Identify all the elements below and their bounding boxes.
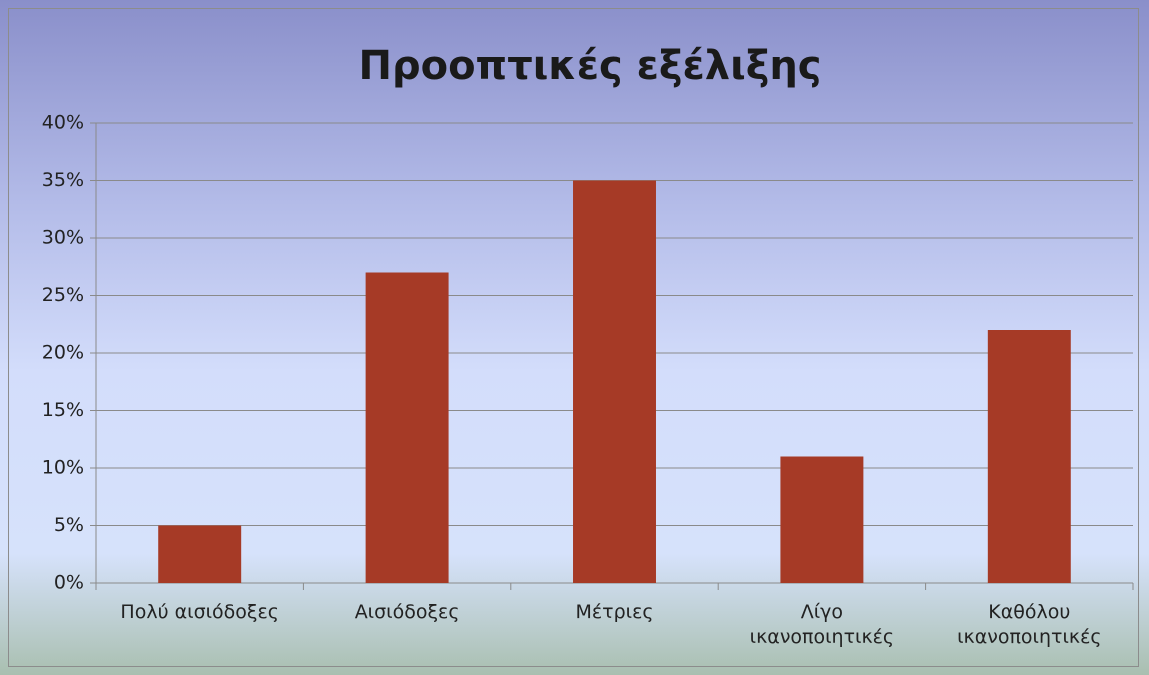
chart-border [8, 8, 1139, 667]
x-tick-label: Πολύ αισιόδοξες [120, 601, 279, 623]
x-tick-label: Αισιόδοξες [354, 601, 460, 623]
bar [987, 330, 1071, 583]
y-tick-label: 15% [42, 399, 84, 421]
bar [573, 180, 656, 583]
y-tick-label: 0% [54, 572, 84, 594]
x-tick-label: Μέτριες [575, 601, 654, 623]
y-tick-label: 10% [42, 457, 84, 479]
y-tick-label: 5% [54, 514, 84, 536]
chart-title: Προοπτικές εξέλιξης [358, 43, 821, 89]
x-tick-label: Λίγο ικανοποιητικές [749, 601, 895, 648]
y-tick-label: 40% [42, 112, 84, 134]
y-tick-label: 35% [42, 169, 84, 191]
y-tick-label: 30% [42, 227, 84, 249]
bar [365, 272, 449, 583]
x-tick-label: Καθόλου ικανοποιητικές [957, 601, 1102, 648]
bar [780, 456, 864, 583]
y-tick-label: 25% [42, 284, 84, 306]
y-tick-label: 20% [42, 342, 84, 364]
bar [158, 525, 242, 583]
